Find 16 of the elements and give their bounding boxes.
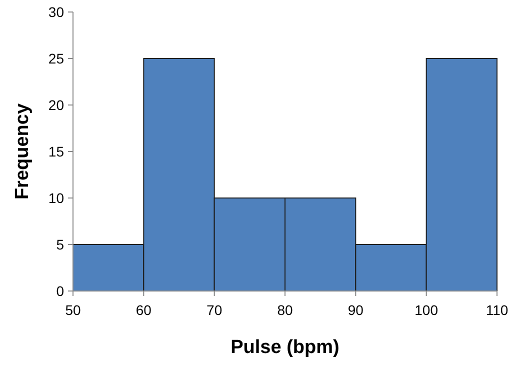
y-tick-label: 25 (48, 50, 64, 66)
x-tick-label: 60 (136, 302, 152, 318)
x-axis-title: Pulse (bpm) (230, 337, 340, 358)
y-tick-label: 0 (56, 282, 64, 299)
x-tick-label: 70 (206, 302, 222, 318)
x-tick-label: 80 (277, 302, 293, 318)
y-tick-label: 20 (48, 96, 64, 113)
y-tick-label: 5 (56, 236, 64, 252)
y-tick-label: 30 (48, 4, 64, 20)
x-tick-label: 50 (65, 302, 81, 318)
x-tick-label: 90 (348, 302, 364, 318)
y-tick-label: 10 (48, 190, 64, 206)
x-tick-label: 100 (414, 302, 438, 318)
x-tick-label: 110 (486, 302, 508, 318)
y-tick-label: 15 (48, 143, 64, 160)
y-axis-title: Frequency (12, 103, 33, 200)
